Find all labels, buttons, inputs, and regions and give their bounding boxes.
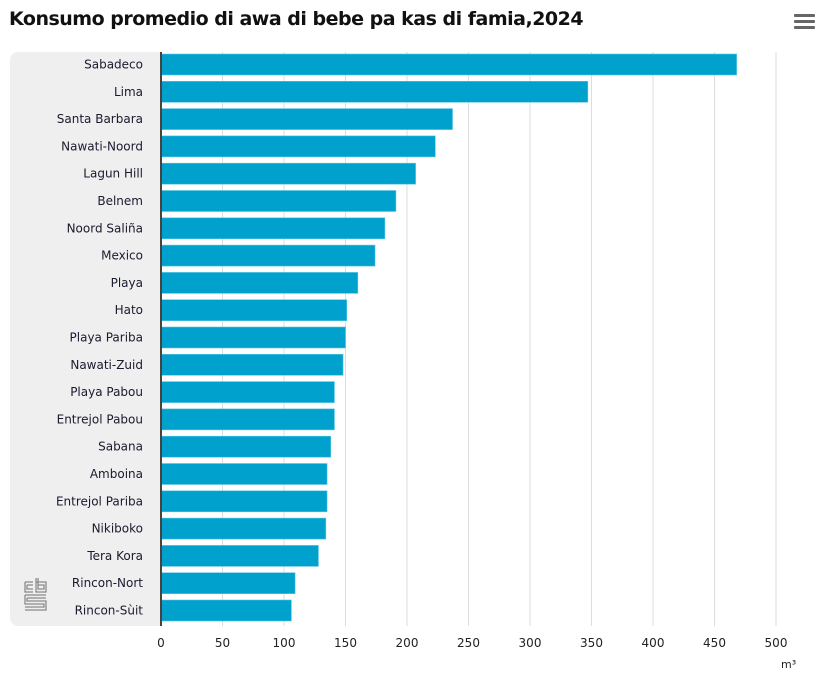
- category-label: Rincon-Nort: [72, 576, 143, 590]
- bar[interactable]: [160, 408, 335, 431]
- x-tick-label: 400: [642, 636, 665, 650]
- bar[interactable]: [160, 244, 376, 267]
- category-label: Nikiboko: [92, 522, 143, 536]
- category-label: Amboina: [90, 467, 143, 481]
- page-title: Konsumo promedio di awa di bebe pa kas d…: [9, 8, 584, 30]
- hamburger-icon-line: [794, 26, 815, 29]
- category-label: Mexico: [101, 249, 143, 263]
- x-tick-label: 0: [157, 636, 165, 650]
- category-label: Entrejol Pariba: [56, 494, 143, 508]
- bar[interactable]: [160, 108, 453, 130]
- x-tick-label: 500: [765, 636, 788, 650]
- category-label: Playa: [111, 276, 143, 290]
- bar[interactable]: [160, 272, 359, 294]
- x-tick-label: 100: [273, 636, 296, 650]
- bar[interactable]: [160, 463, 328, 485]
- category-label: Tera Kora: [86, 549, 143, 563]
- bar[interactable]: [160, 517, 327, 540]
- category-label: Lagun Hill: [83, 167, 143, 181]
- bar[interactable]: [160, 572, 296, 595]
- category-label: Sabana: [98, 440, 143, 454]
- bar[interactable]: [160, 299, 348, 322]
- bar[interactable]: [160, 162, 416, 185]
- category-label: Sabadeco: [84, 58, 143, 72]
- hamburger-icon-line: [794, 20, 815, 23]
- bar[interactable]: [160, 353, 344, 376]
- category-label: Belnem: [97, 194, 143, 208]
- bar[interactable]: [160, 545, 319, 567]
- category-label: Nawati-Zuid: [70, 358, 143, 372]
- bar[interactable]: [160, 599, 292, 622]
- bar[interactable]: [160, 53, 737, 76]
- category-label: Hato: [115, 303, 143, 317]
- x-tick-label: 200: [396, 636, 419, 650]
- category-label: Santa Barbara: [57, 112, 143, 126]
- category-label: Entrejol Pabou: [57, 412, 143, 426]
- x-tick-label: 150: [334, 636, 357, 650]
- x-tick-label: 350: [580, 636, 603, 650]
- category-label: Nawati-Noord: [61, 139, 143, 153]
- bar[interactable]: [160, 81, 589, 103]
- hamburger-menu-button[interactable]: [794, 14, 815, 32]
- bar[interactable]: [160, 190, 397, 212]
- bar[interactable]: [160, 326, 346, 349]
- bar[interactable]: [160, 135, 436, 158]
- x-tick-label: 300: [519, 636, 542, 650]
- x-tick-label: 50: [215, 636, 230, 650]
- cbs-logo: [24, 578, 47, 611]
- bar[interactable]: [160, 435, 332, 458]
- bar[interactable]: [160, 490, 328, 513]
- category-label: Rincon-Sùit: [75, 604, 144, 618]
- x-axis-unit-label: m³: [781, 658, 797, 671]
- hamburger-icon: [794, 14, 815, 17]
- bar[interactable]: [160, 381, 335, 403]
- category-label: Playa Pabou: [70, 385, 143, 399]
- category-label: Lima: [114, 85, 143, 99]
- category-label-panel: [10, 52, 161, 626]
- category-label: Noord Saliña: [67, 221, 143, 235]
- category-label: Playa Pariba: [70, 331, 143, 345]
- bar[interactable]: [160, 217, 386, 240]
- x-tick-label: 250: [457, 636, 480, 650]
- x-tick-label: 450: [703, 636, 726, 650]
